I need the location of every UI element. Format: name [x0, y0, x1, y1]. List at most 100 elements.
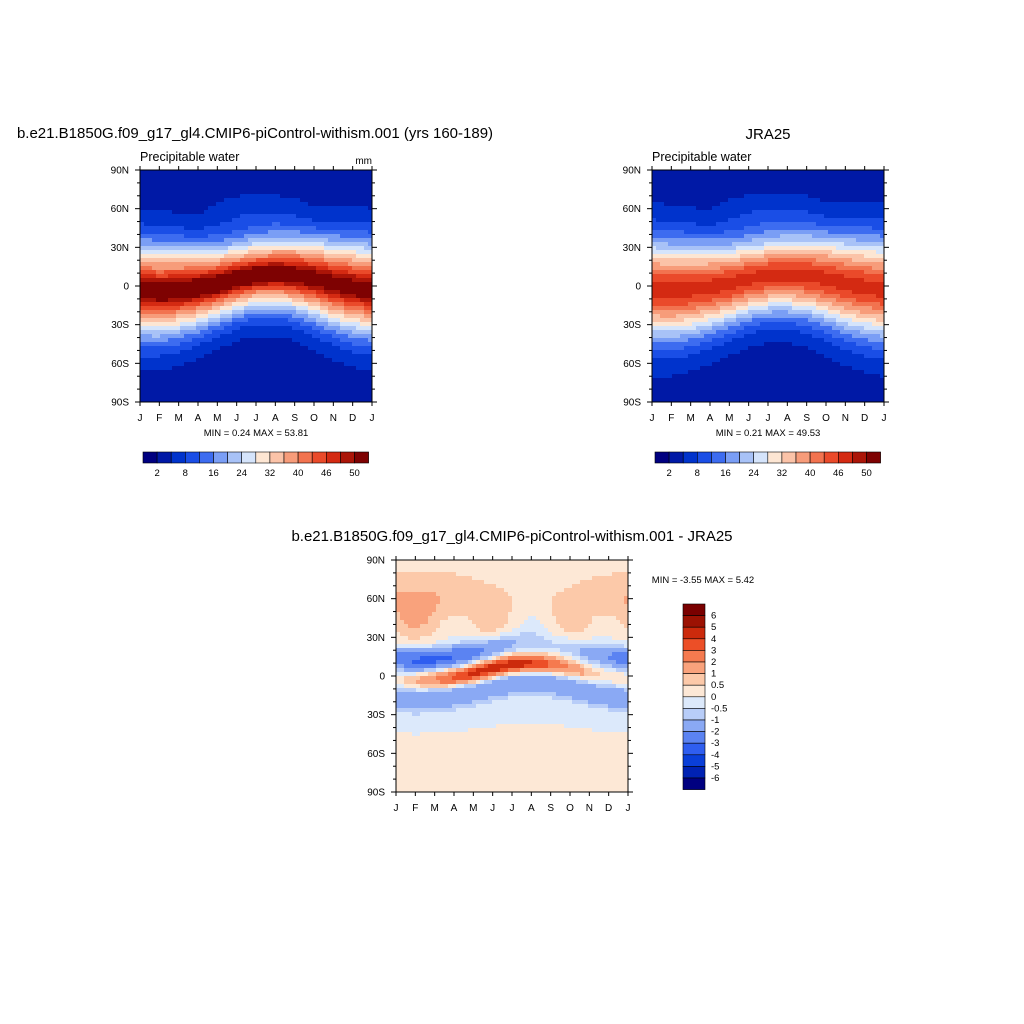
field-cell [164, 338, 169, 343]
field-cell [252, 294, 257, 299]
field-cell [344, 182, 349, 187]
field-cell [724, 230, 729, 235]
field-cell [288, 370, 293, 375]
field-cell [364, 358, 369, 363]
field-cell [668, 186, 673, 191]
field-cell [172, 218, 177, 223]
field-cell [200, 282, 205, 287]
field-cell [664, 262, 669, 267]
field-cell [204, 390, 209, 395]
field-cell [312, 378, 317, 383]
field-cell [680, 250, 685, 255]
field-cell [344, 330, 349, 335]
field-cell [784, 238, 789, 243]
field-cell [808, 182, 813, 187]
field-cell [280, 174, 285, 179]
field-cell [220, 238, 225, 243]
field-cell [368, 306, 372, 311]
field-cell [760, 234, 765, 239]
field-cell [196, 186, 201, 191]
field-cell [836, 186, 841, 191]
field-cell [308, 230, 313, 235]
field-cell [148, 390, 153, 395]
field-cell [364, 294, 369, 299]
field-cell [308, 326, 313, 331]
field-cell [860, 230, 865, 235]
field-cell [184, 246, 189, 251]
field-cell [828, 258, 833, 263]
field-cell [176, 230, 181, 235]
field-cell [816, 258, 821, 263]
field-cell [824, 170, 829, 175]
field-cell [772, 214, 777, 219]
field-cell [296, 194, 301, 199]
field-cell [248, 386, 253, 391]
field-cell [268, 278, 273, 283]
field-cell [876, 222, 881, 227]
field-cell [296, 202, 301, 207]
field-cell [736, 210, 741, 215]
field-cell [360, 362, 365, 367]
field-cell [340, 350, 345, 355]
field-cell [668, 170, 673, 175]
field-cell [312, 174, 317, 179]
field-cell [664, 190, 669, 195]
field-cell [252, 234, 257, 239]
field-cell [340, 222, 345, 227]
field-cell [280, 266, 285, 271]
field-cell [144, 182, 149, 187]
field-cell [876, 258, 881, 263]
field-cell [212, 362, 217, 367]
colorbar-swatch [311, 451, 327, 464]
field-cell [264, 186, 269, 191]
field-cell [792, 214, 797, 219]
field-cell [876, 242, 881, 247]
field-cell [152, 334, 157, 339]
field-cell [140, 170, 145, 175]
field-cell [780, 250, 785, 255]
field-cell [364, 298, 369, 303]
field-cell [184, 282, 189, 287]
field-cell [356, 274, 361, 279]
field-cell [692, 174, 697, 179]
field-cell [340, 238, 345, 243]
field-cell [368, 370, 372, 375]
field-cell [848, 206, 853, 211]
field-cell [328, 258, 333, 263]
field-cell [176, 186, 181, 191]
field-cell [356, 290, 361, 295]
field-cell [220, 322, 225, 327]
field-cell [240, 374, 245, 379]
field-cell [252, 322, 257, 327]
field-cell [160, 246, 165, 251]
field-cell [252, 226, 257, 231]
field-cell [812, 254, 817, 259]
field-cell [836, 234, 841, 239]
field-cell [764, 178, 769, 183]
field-cell [240, 238, 245, 243]
field-cell [860, 174, 865, 179]
field-cell [264, 394, 269, 399]
field-cell [304, 378, 309, 383]
field-cell [204, 350, 209, 355]
x-tick-label: O [310, 413, 318, 424]
field-cell [292, 258, 297, 263]
x-tick-label: J [370, 413, 375, 424]
field-cell [764, 226, 769, 231]
field-cell [732, 206, 737, 211]
field-cell [360, 334, 365, 339]
field-cell [248, 374, 253, 379]
field-cell [156, 222, 161, 227]
field-cell [356, 258, 361, 263]
field-cell [304, 318, 309, 323]
field-cell [704, 182, 709, 187]
field-cell [684, 190, 689, 195]
field-cell [200, 294, 205, 299]
field-cell [200, 398, 205, 402]
field-cell [316, 194, 321, 199]
field-cell [224, 322, 229, 327]
field-cell [836, 262, 841, 267]
field-cell [264, 370, 269, 375]
field-cell [320, 310, 325, 315]
field-cell [184, 398, 189, 402]
